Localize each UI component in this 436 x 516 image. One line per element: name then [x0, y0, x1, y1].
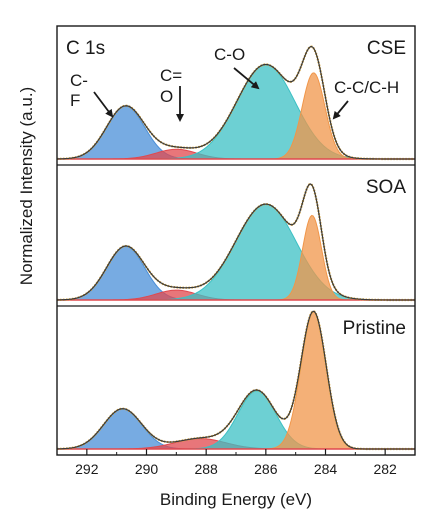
annotation-label: C-O [214, 45, 245, 64]
x-tick-label: 282 [373, 461, 397, 477]
annotation-arrow [93, 91, 114, 118]
labels: Binding Energy (eV) Normalized Intensity… [17, 38, 312, 509]
annotation-label: C= [160, 66, 182, 85]
panel-label: SOA [366, 177, 406, 198]
annotation-c_o: C-O [214, 45, 260, 90]
envelope-fit [56, 310, 415, 450]
annotation-label: C- [70, 71, 88, 90]
region-label: C 1s [66, 38, 105, 59]
panel-cse: CSE [56, 38, 415, 161]
x-tick-label: 290 [135, 461, 159, 477]
x-axis-title: Binding Energy (eV) [160, 490, 312, 509]
panel-soa: SOA [56, 164, 415, 302]
envelope-fit [56, 45, 415, 160]
annotation-arrow [332, 100, 349, 120]
annotation-cf: C-F [70, 71, 114, 118]
axes: 292 290 288 286 284 282 [56, 25, 416, 477]
x-tick-label: 292 [75, 461, 99, 477]
annotation-co_double: C= O [160, 66, 184, 122]
x-tick-label: 286 [254, 461, 278, 477]
annotation-sublabel: F [70, 91, 80, 110]
x-tick-label: 288 [194, 461, 218, 477]
annotation-cc: C-C/C-H [332, 78, 399, 120]
annotations: C-F C= O C-O C-C/C-H [70, 45, 399, 122]
annotation-label: C-C/C-H [334, 78, 399, 97]
annotation-arrow [233, 67, 260, 90]
panel-label: CSE [367, 38, 406, 59]
envelope-fit [56, 183, 415, 301]
panel-label: Pristine [343, 318, 406, 339]
x-tick-label: 284 [314, 461, 338, 477]
annotation-sublabel: O [160, 87, 173, 106]
y-axis-title: Normalized Intensity (a.u.) [17, 87, 36, 285]
panels: CSE SOA Pristine [56, 38, 415, 451]
panel-pristine: Pristine [56, 305, 415, 451]
